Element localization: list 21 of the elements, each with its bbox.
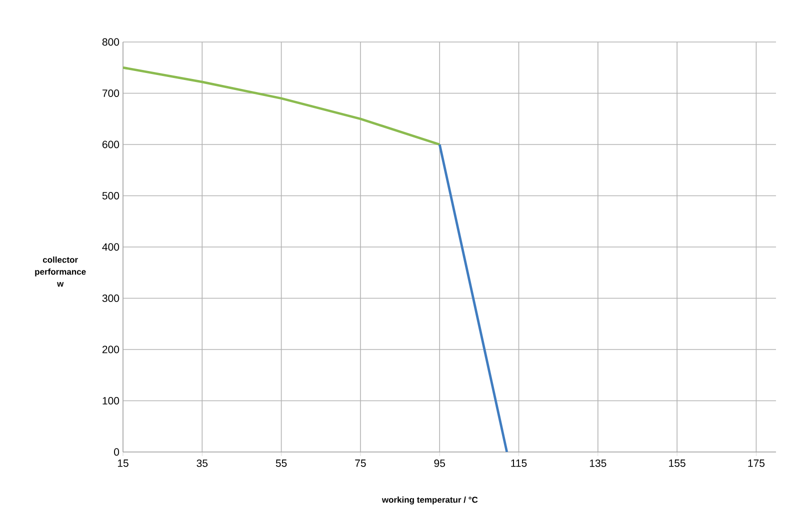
- x-tick-label: 55: [276, 460, 287, 467]
- y-tick-label: 200: [102, 346, 120, 354]
- y-tick-label: 500: [102, 192, 120, 200]
- x-axis-title: working temperatur / °C: [382, 496, 478, 504]
- x-tick-label: 75: [355, 460, 366, 467]
- y-tick-label: 300: [102, 294, 120, 302]
- line-series: [123, 66, 441, 146]
- y-tick-label: 100: [102, 397, 120, 404]
- y-tick-label: 400: [102, 243, 120, 251]
- y-tick-label: 700: [102, 90, 120, 97]
- y-tick-label: 800: [102, 38, 120, 46]
- x-tick-label: 115: [511, 460, 527, 467]
- y-tick-label: 0: [114, 448, 120, 456]
- x-tick-label: 95: [434, 460, 446, 467]
- x-tick-label: 15: [118, 460, 128, 467]
- x-tick-label: 135: [590, 460, 606, 467]
- x-tick-label: 175: [748, 460, 765, 467]
- y-axis-title: collector performance w: [35, 256, 86, 287]
- y-tick-label: 600: [102, 140, 120, 148]
- x-tick-label: 155: [669, 460, 686, 467]
- x-tick-label: 35: [196, 460, 208, 467]
